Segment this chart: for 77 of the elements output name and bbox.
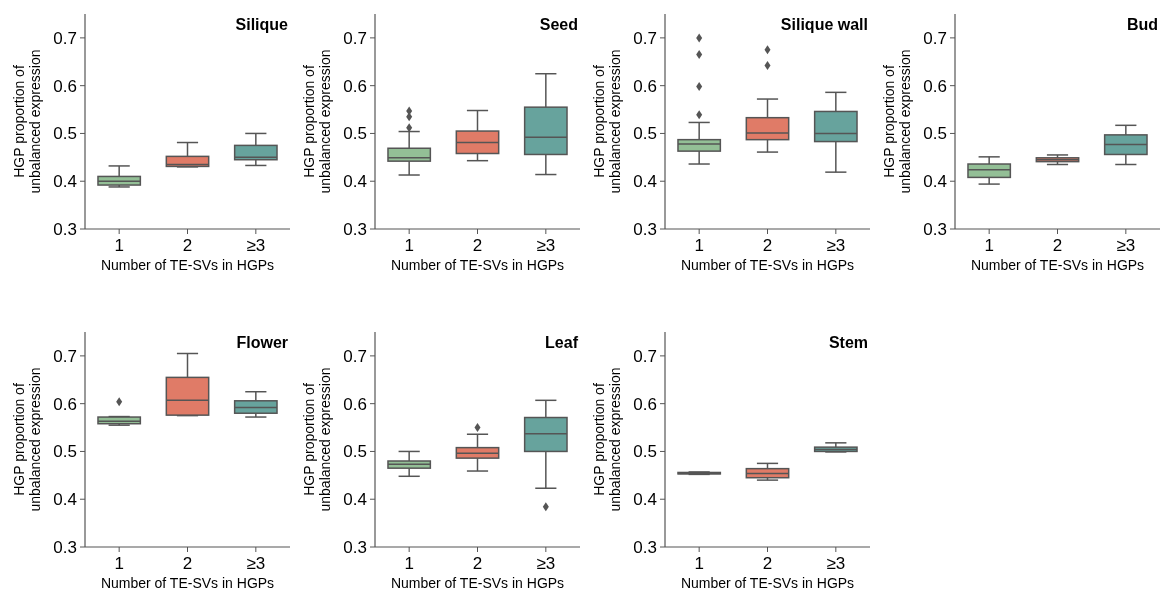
x-tick-label: 2 — [472, 554, 483, 573]
y-tick-label: 0.6 — [53, 76, 77, 96]
y-tick-label: 0.7 — [343, 346, 367, 366]
x-tick-label: ≥3 — [1116, 236, 1136, 255]
y-tick-label: 0.4 — [53, 172, 77, 192]
y-axis-title: HGP proportion of unbalanced expression — [301, 367, 333, 512]
y-axis-title: HGP proportion of unbalanced expression — [11, 367, 43, 512]
x-tick-label: ≥3 — [246, 236, 266, 255]
chart-title: Silique — [235, 15, 289, 33]
x-tick-label: 2 — [762, 236, 773, 255]
y-tick-label: 0.3 — [923, 219, 947, 239]
y-tick-label: 0.7 — [633, 346, 657, 366]
x-tick-label: 1 — [114, 554, 124, 573]
y-tick-label: 0.5 — [53, 124, 77, 144]
y-tick-label: 0.5 — [633, 442, 657, 462]
x-axis-title: Number of TE-SVs in HGPs — [390, 257, 565, 273]
y-tick-label: 0.6 — [53, 394, 77, 414]
x-axis-title: Number of TE-SVs in HGPs — [680, 257, 855, 273]
x-tick-label: 1 — [984, 236, 994, 255]
y-tick-label: 0.3 — [343, 537, 367, 557]
x-tick-label: 2 — [182, 554, 193, 573]
y-tick-label: 0.5 — [53, 442, 77, 462]
x-tick-label: ≥3 — [826, 554, 846, 573]
y-axis-title: HGP proportion of unbalanced expression — [301, 49, 333, 194]
x-axis-title: Number of TE-SVs in HGPs — [100, 575, 275, 591]
x-axis-title: Number of TE-SVs in HGPs — [100, 257, 275, 273]
chart-title: Flower — [236, 333, 288, 351]
y-axis-title: HGP proportion of unbalanced expression — [591, 49, 623, 194]
y-tick-label: 0.5 — [633, 124, 657, 144]
y-tick-label: 0.6 — [923, 76, 947, 96]
chart-title: Leaf — [545, 333, 579, 351]
y-tick-label: 0.4 — [633, 490, 657, 510]
y-axis-title: HGP proportion of unbalanced expression — [881, 49, 913, 194]
x-tick-label: 1 — [694, 236, 704, 255]
y-tick-label: 0.3 — [53, 537, 77, 557]
y-tick-label: 0.6 — [633, 394, 657, 414]
y-tick-label: 0.7 — [343, 28, 367, 48]
x-tick-label: ≥3 — [246, 554, 266, 573]
x-axis-title: Number of TE-SVs in HGPs — [970, 257, 1145, 273]
y-tick-label: 0.5 — [923, 124, 947, 144]
x-tick-label: 2 — [472, 236, 483, 255]
x-tick-label: 1 — [114, 236, 124, 255]
x-tick-label: 2 — [1052, 236, 1063, 255]
x-tick-label: 2 — [762, 554, 773, 573]
y-axis-title: HGP proportion of unbalanced expression — [591, 367, 623, 512]
x-axis-title: Number of TE-SVs in HGPs — [390, 575, 565, 591]
x-tick-label: 1 — [404, 236, 414, 255]
y-tick-label: 0.3 — [53, 219, 77, 239]
x-tick-label: ≥3 — [536, 236, 556, 255]
y-tick-label: 0.4 — [633, 172, 657, 192]
chart-title: Stem — [828, 333, 868, 351]
y-tick-label: 0.6 — [633, 76, 657, 96]
y-tick-label: 0.7 — [633, 28, 657, 48]
y-axis-title: HGP proportion of unbalanced expression — [11, 49, 43, 194]
y-tick-label: 0.3 — [633, 537, 657, 557]
y-tick-label: 0.7 — [53, 28, 77, 48]
x-tick-label: ≥3 — [536, 554, 556, 573]
y-tick-label: 0.4 — [343, 490, 367, 510]
x-tick-label: 1 — [404, 554, 414, 573]
x-axis-title: Number of TE-SVs in HGPs — [680, 575, 855, 591]
y-tick-label: 0.3 — [343, 219, 367, 239]
y-tick-label: 0.4 — [53, 490, 77, 510]
y-tick-label: 0.6 — [343, 76, 367, 96]
y-tick-label: 0.4 — [343, 172, 367, 192]
y-tick-label: 0.7 — [53, 346, 77, 366]
chart-title: Seed — [539, 15, 578, 33]
y-tick-label: 0.5 — [343, 442, 367, 462]
x-tick-label: 2 — [182, 236, 193, 255]
y-tick-label: 0.5 — [343, 124, 367, 144]
x-tick-label: ≥3 — [826, 236, 846, 255]
y-tick-label: 0.7 — [923, 28, 947, 48]
y-tick-label: 0.4 — [923, 172, 947, 192]
x-tick-label: 1 — [694, 554, 704, 573]
y-tick-label: 0.3 — [633, 219, 657, 239]
chart-title: Silique wall — [780, 15, 868, 33]
y-tick-label: 0.6 — [343, 394, 367, 414]
chart-title: Bud — [1126, 15, 1158, 33]
